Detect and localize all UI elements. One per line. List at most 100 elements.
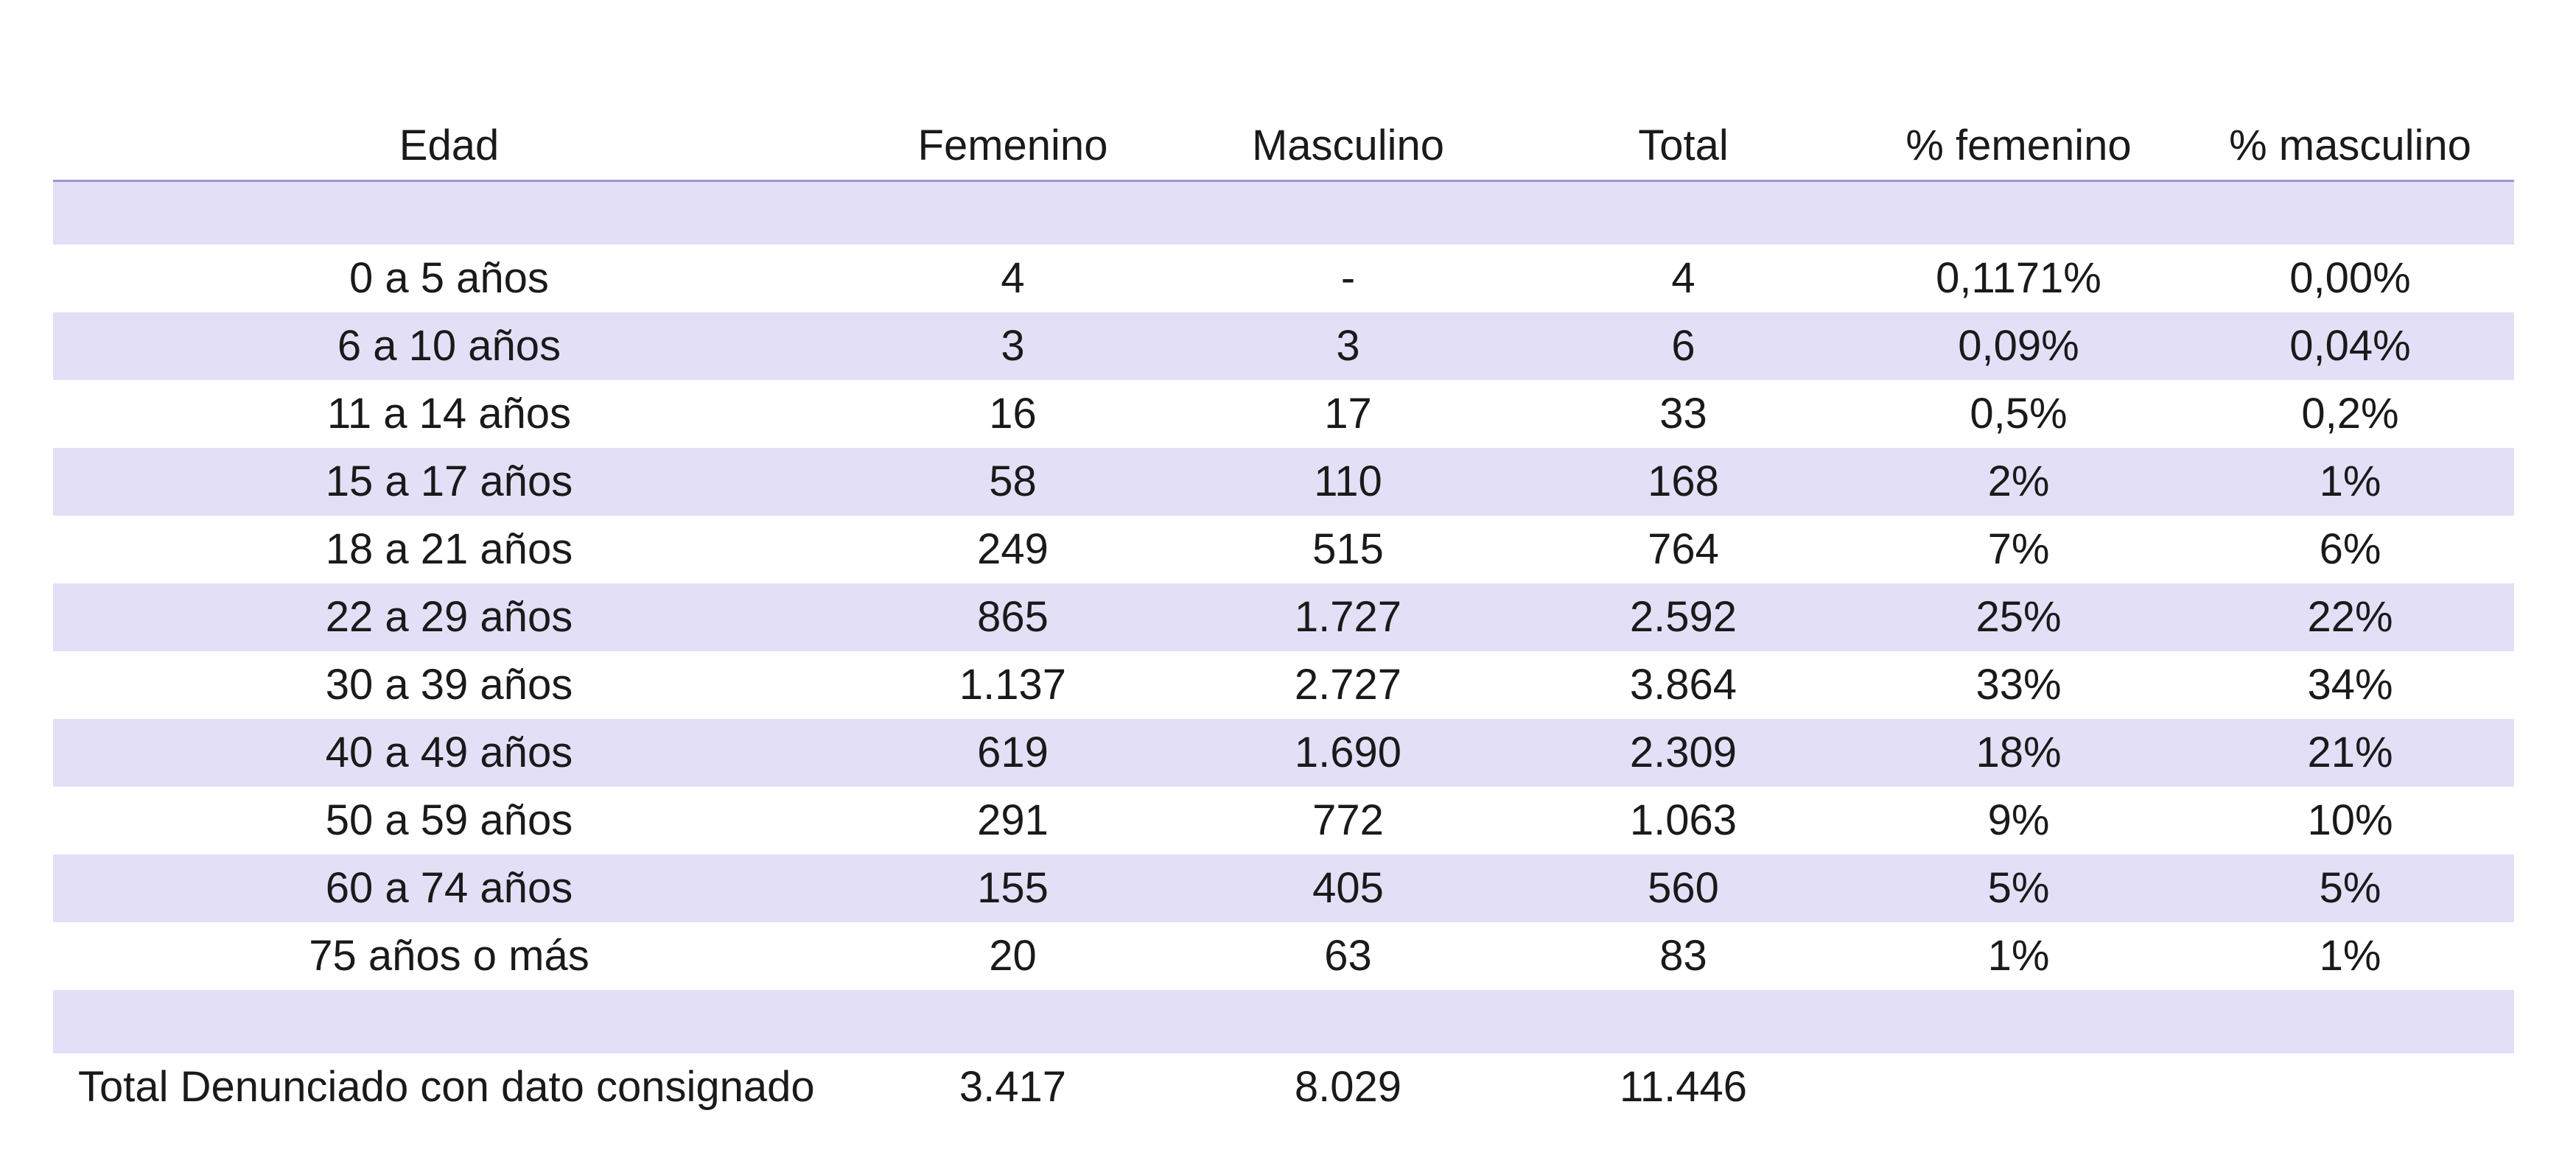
header-masculino: Masculino — [1180, 110, 1516, 182]
cell-pct-masculino: 6% — [2319, 525, 2381, 573]
cell-edad: 22 a 29 años — [53, 583, 845, 651]
table-row: 50 a 59 años 291 772 1.063 9% 10% — [53, 787, 2514, 854]
cell-pct-masculino: 0,04% — [2186, 312, 2514, 380]
spacer-cell — [1851, 989, 2186, 1053]
cell-pct-femenino: 7% — [1987, 525, 2050, 573]
table-row: 40 a 49 años 619 1.690 2.309 18% 21% — [53, 718, 2514, 787]
total-row: Total Denunciado con dato consignado 3.4… — [53, 1053, 2514, 1121]
spacer-cell — [2186, 180, 2514, 245]
cell-pct-masculino: 5% — [2186, 854, 2514, 922]
cell-pct-femenino: 0,1171% — [1936, 254, 2101, 302]
total-label: Total Denunciado con dato consignado — [78, 1063, 815, 1111]
header-row: Edad Femenino Masculino Total % femenino… — [53, 110, 2514, 182]
cell-edad: 75 años o más — [309, 932, 589, 980]
cell-pct-masculino: 34% — [2307, 661, 2393, 709]
cell-pct-femenino: 9% — [1987, 796, 2050, 844]
cell-total: 168 — [1516, 447, 1851, 516]
header-femenino: Femenino — [845, 110, 1180, 182]
cell-total: 2.309 — [1516, 718, 1851, 787]
table-row: 0 a 5 años 4 - 4 0,1171% 0,00% — [53, 245, 2514, 312]
cell-edad: 50 a 59 años — [325, 796, 573, 844]
cell-total: 2.592 — [1516, 583, 1851, 651]
cell-edad: 60 a 74 años — [53, 854, 845, 922]
cell-masculino: 17 — [1324, 390, 1372, 438]
header-total: Total — [1516, 110, 1851, 182]
cell-masculino: 2.727 — [1294, 661, 1402, 709]
spacer-cell — [845, 180, 1180, 245]
cell-femenino: 4 — [1001, 254, 1025, 302]
table-row: 60 a 74 años 155 405 560 5% 5% — [53, 854, 2514, 922]
spacer-cell — [1516, 180, 1851, 245]
cell-total: 33 — [1659, 390, 1707, 438]
header-pct-masculino: % masculino — [2186, 110, 2514, 182]
cell-femenino: 619 — [845, 718, 1180, 787]
total-masculino: 8.029 — [1294, 1063, 1402, 1111]
spacer-cell — [2186, 989, 2514, 1053]
cell-femenino: 16 — [989, 390, 1037, 438]
cell-masculino: - — [1340, 254, 1356, 302]
cell-pct-femenino: 1% — [1987, 932, 2050, 980]
cell-pct-femenino: 0,09% — [1851, 312, 2186, 380]
total-pct-masculino-empty — [2186, 1053, 2514, 1121]
cell-femenino: 20 — [989, 932, 1037, 980]
spacer-cell — [1180, 989, 1516, 1053]
cell-total: 6 — [1516, 312, 1851, 380]
cell-pct-femenino: 2% — [1851, 447, 2186, 516]
total-total: 11.446 — [1619, 1063, 1748, 1111]
spacer-cell — [53, 989, 845, 1053]
cell-edad: 6 a 10 años — [53, 312, 845, 380]
cell-pct-femenino: 0,5% — [1970, 390, 2068, 438]
cell-femenino: 249 — [977, 525, 1049, 573]
cell-pct-femenino: 25% — [1851, 583, 2186, 651]
table-row: 18 a 21 años 249 515 764 7% 6% — [53, 516, 2514, 583]
cell-edad: 0 a 5 años — [349, 254, 549, 302]
cell-masculino: 63 — [1324, 932, 1372, 980]
cell-pct-masculino: 1% — [2319, 932, 2381, 980]
cell-pct-masculino: 21% — [2186, 718, 2514, 787]
spacer-cell — [845, 989, 1180, 1053]
total-femenino: 3.417 — [959, 1063, 1067, 1111]
cell-total: 764 — [1648, 525, 1719, 573]
cell-total: 560 — [1516, 854, 1851, 922]
cell-masculino: 515 — [1312, 525, 1384, 573]
cell-femenino: 155 — [845, 854, 1180, 922]
cell-femenino: 1.137 — [959, 661, 1067, 709]
cell-femenino: 58 — [845, 447, 1180, 516]
cell-masculino: 3 — [1180, 312, 1516, 380]
cell-edad: 30 a 39 años — [325, 661, 573, 709]
cell-edad: 11 a 14 años — [326, 390, 572, 438]
cell-pct-femenino: 18% — [1851, 718, 2186, 787]
header-edad: Edad — [53, 110, 845, 182]
spacer-cell — [1851, 180, 2186, 245]
cell-edad: 15 a 17 años — [53, 447, 845, 516]
spacer-cell — [1180, 180, 1516, 245]
cell-pct-masculino: 0,00% — [2289, 254, 2411, 302]
spacer-cell — [53, 180, 845, 245]
cell-masculino: 110 — [1180, 447, 1516, 516]
cell-masculino: 1.727 — [1180, 583, 1516, 651]
table-row: 6 a 10 años 3 3 6 0,09% 0,04% — [53, 312, 2514, 380]
table-row: 11 a 14 años 16 17 33 0,5% 0,2% — [53, 380, 2514, 448]
cell-pct-masculino: 0,2% — [2301, 390, 2399, 438]
spacer-row-bottom — [53, 989, 2514, 1053]
age-sex-table-container: Edad Femenino Masculino Total % femenino… — [53, 110, 2514, 1121]
spacer-row-top — [53, 180, 2514, 245]
cell-edad: 18 a 21 años — [325, 525, 573, 573]
cell-total: 1.063 — [1629, 796, 1737, 844]
cell-pct-femenino: 5% — [1851, 854, 2186, 922]
total-pct-femenino-empty — [1851, 1053, 2186, 1121]
cell-masculino: 772 — [1312, 796, 1384, 844]
header-pct-femenino: % femenino — [1851, 110, 2186, 182]
age-sex-table: Edad Femenino Masculino Total % femenino… — [53, 110, 2514, 1121]
cell-femenino: 291 — [977, 796, 1049, 844]
table-row: 30 a 39 años 1.137 2.727 3.864 33% 34% — [53, 651, 2514, 719]
cell-pct-masculino: 10% — [2307, 796, 2393, 844]
table-row: 75 años o más 20 63 83 1% 1% — [53, 922, 2514, 990]
cell-total: 3.864 — [1629, 661, 1737, 709]
table-row: 15 a 17 años 58 110 168 2% 1% — [53, 447, 2514, 516]
cell-femenino: 3 — [845, 312, 1180, 380]
spacer-cell — [1516, 989, 1851, 1053]
cell-masculino: 405 — [1180, 854, 1516, 922]
table-row: 22 a 29 años 865 1.727 2.592 25% 22% — [53, 583, 2514, 651]
cell-total: 83 — [1659, 932, 1707, 980]
